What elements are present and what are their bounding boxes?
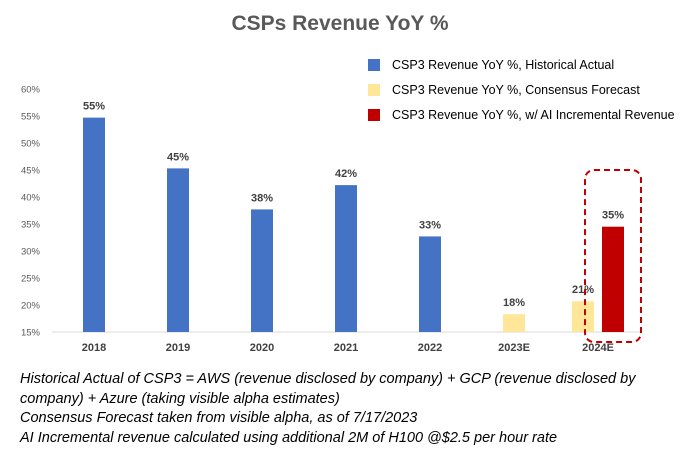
- legend-label-consensus: CSP3 Revenue YoY %, Consensus Forecast: [392, 82, 640, 97]
- bar-consensus: [503, 314, 525, 332]
- y-tick-label: 15%: [21, 328, 41, 339]
- x-tick-label: 2020: [250, 342, 274, 354]
- data-label: 18%: [503, 297, 525, 309]
- chart-legend: CSP3 Revenue YoY %, Historical Actual CS…: [368, 52, 675, 127]
- x-tick-label: 2022: [418, 342, 442, 354]
- data-label: 21%: [572, 284, 594, 296]
- x-tick-label: 2021: [334, 342, 358, 354]
- bar-historical: [167, 168, 189, 332]
- bar-ai-incremental: [602, 226, 624, 332]
- data-label: 55%: [83, 101, 105, 113]
- x-tick-label: 2024E: [582, 342, 614, 354]
- data-label: 42%: [335, 168, 357, 180]
- legend-item-ai-incremental: CSP3 Revenue YoY %, w/ AI Incremental Re…: [368, 102, 675, 127]
- footnote-line-4: AI Incremental revenue calculated using …: [20, 429, 558, 446]
- y-tick-label: 60%: [21, 85, 41, 96]
- footnotes: Historical Actual of CSP3 = AWS (revenue…: [20, 370, 670, 448]
- bar-historical: [251, 209, 273, 332]
- x-tick-label: 2019: [166, 342, 190, 354]
- data-label: 38%: [251, 192, 273, 204]
- y-tick-label: 30%: [21, 247, 41, 258]
- legend-label-ai-incremental: CSP3 Revenue YoY %, w/ AI Incremental Re…: [392, 107, 675, 122]
- legend-swatch-consensus: [368, 83, 380, 96]
- legend-label-historical: CSP3 Revenue YoY %, Historical Actual: [392, 57, 615, 72]
- y-tick-label: 45%: [21, 166, 41, 177]
- footnote-line-2: company) + Azure (taking visible alpha e…: [20, 390, 340, 407]
- y-tick-label: 40%: [21, 193, 41, 204]
- y-tick-label: 55%: [21, 112, 41, 123]
- data-label: 45%: [167, 151, 189, 163]
- data-label: 35%: [602, 210, 624, 222]
- y-tick-label: 25%: [21, 274, 41, 285]
- footnote-line-1: Historical Actual of CSP3 = AWS (revenue…: [20, 371, 636, 387]
- bar-consensus: [572, 301, 594, 332]
- legend-swatch-ai-incremental: [368, 108, 380, 121]
- bar-chart: 15% 20% 25% 30% 35% 40% 45% 50% 55% 60% 2018 2019 20…: [21, 85, 642, 354]
- bar-historical: [335, 185, 357, 332]
- y-tick-label: 20%: [21, 301, 41, 312]
- footnote-line-3: Consensus Forecast taken from visible al…: [20, 410, 418, 426]
- bar-historical: [83, 117, 105, 333]
- x-tick-label: 2018: [82, 342, 106, 354]
- y-tick-label: 50%: [21, 139, 41, 150]
- bar-historical: [419, 236, 441, 332]
- data-label: 33%: [419, 219, 441, 231]
- legend-item-consensus: CSP3 Revenue YoY %, Consensus Forecast: [368, 77, 675, 102]
- chart-title: CSPs Revenue YoY %: [231, 12, 449, 35]
- legend-item-historical: CSP3 Revenue YoY %, Historical Actual: [368, 52, 675, 77]
- y-tick-label: 35%: [21, 220, 41, 231]
- x-tick-label: 2023E: [498, 342, 530, 354]
- legend-swatch-historical: [368, 58, 380, 71]
